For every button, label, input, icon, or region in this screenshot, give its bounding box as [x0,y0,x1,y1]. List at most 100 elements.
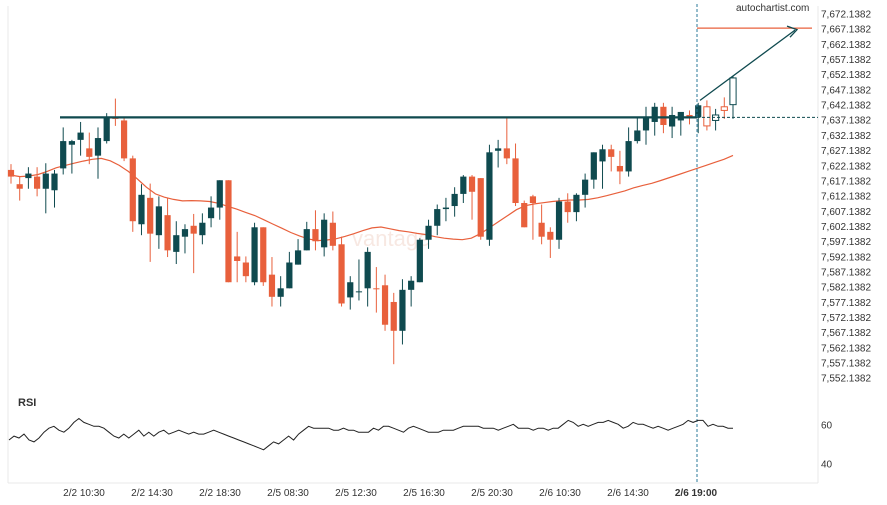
candle [564,193,571,223]
candle [582,173,589,208]
candle [120,117,128,162]
candle-body [608,149,615,157]
candle-body [312,229,319,242]
candle-body [51,173,58,191]
candle-body [625,141,632,172]
candle [599,144,606,189]
brand-label[interactable]: autochartist.com [736,3,809,14]
grid [7,6,819,484]
candle-body [277,288,284,297]
price-tick-label: 7,592.1382 [821,252,871,263]
candle-body [303,229,310,251]
rsi-panel: RSI 60 40 [8,397,833,470]
candle [642,106,650,145]
candle-body [425,225,432,240]
candle-body [695,105,702,118]
candle-body [582,179,589,195]
price-tick-label: 7,612.1382 [821,192,871,203]
price-tick-label: 7,667.1382 [821,25,871,36]
candle [495,139,502,168]
candle [634,117,641,144]
price-tick-label: 7,632.1382 [821,131,871,142]
candle-body [120,120,128,159]
candle [321,213,328,257]
candle [529,194,537,240]
candle [234,231,241,283]
time-tick-label: 2/6 10:30 [539,488,581,499]
candle [286,251,293,289]
candle-body [94,138,102,156]
candle [442,197,450,222]
candle-body [599,149,606,162]
candle-body [642,116,650,131]
candle [547,227,554,258]
candle [625,127,632,177]
candle [312,210,319,251]
price-tick-label: 7,602.1382 [821,222,871,233]
candle-body [286,262,293,289]
time-tick-label: 2/6 19:00 [675,488,718,499]
time-axis: 2/2 10:30 2/2 14:30 2/2 18:30 2/5 08:30 2/5 … [63,488,717,499]
candle [703,100,711,131]
forecast-arrow-line [699,29,796,101]
candle [51,169,58,208]
candle-body [503,148,510,159]
candle-body [347,282,354,298]
candle [590,152,597,189]
candle [573,193,580,222]
candle-body [677,111,684,121]
candle [434,204,441,236]
candle-body [251,227,258,283]
candle [538,204,545,245]
candle-body [547,231,554,240]
candle-body [399,289,406,331]
candle-body [60,141,67,169]
candle [373,267,380,313]
candle [207,196,215,228]
candle-body [390,301,397,331]
time-tick-label: 2/5 20:30 [471,488,513,499]
candle [677,111,684,136]
candle-body [294,250,302,265]
candle [190,213,197,274]
candle [86,132,93,165]
candle [294,239,302,265]
price-axis: 7,672.1382 7,667.1382 7,662.1382 7,657.1382… [821,9,871,384]
candle [477,178,484,240]
candle-body [669,114,676,127]
candle [225,180,232,283]
price-tick-label: 7,562.1382 [821,343,871,354]
candle-body [381,285,389,325]
price-tick-label: 7,657.1382 [821,55,871,66]
price-tick-label: 7,552.1382 [821,374,871,385]
candle-body [512,158,519,204]
candle-body [260,227,267,283]
candle-body [468,176,476,192]
price-tick-label: 7,597.1382 [821,237,871,248]
candle-body [729,77,737,106]
candle-body [33,176,41,189]
candle [712,108,720,131]
moving-average-line [10,154,734,242]
candle-body [660,106,667,125]
forecast-arrow-head [786,25,799,38]
candle-body [155,206,162,236]
candle [199,213,206,245]
candle [512,143,519,207]
candle-body [434,209,441,226]
candle-body [103,117,110,142]
price-tick-label: 7,587.1382 [821,267,871,278]
moving-average [10,154,734,242]
candle-body [529,196,537,204]
price-tick-label: 7,672.1382 [821,9,871,20]
candle-body [364,251,371,289]
price-tick-label: 7,642.1382 [821,101,871,112]
price-tick-label: 7,647.1382 [821,85,871,96]
candle-body [460,176,467,194]
candle [147,183,154,262]
candle-body [190,225,197,234]
candle [42,163,49,214]
time-tick-label: 2/2 18:30 [199,488,241,499]
candle-body [207,207,215,219]
candle-body [42,173,49,189]
